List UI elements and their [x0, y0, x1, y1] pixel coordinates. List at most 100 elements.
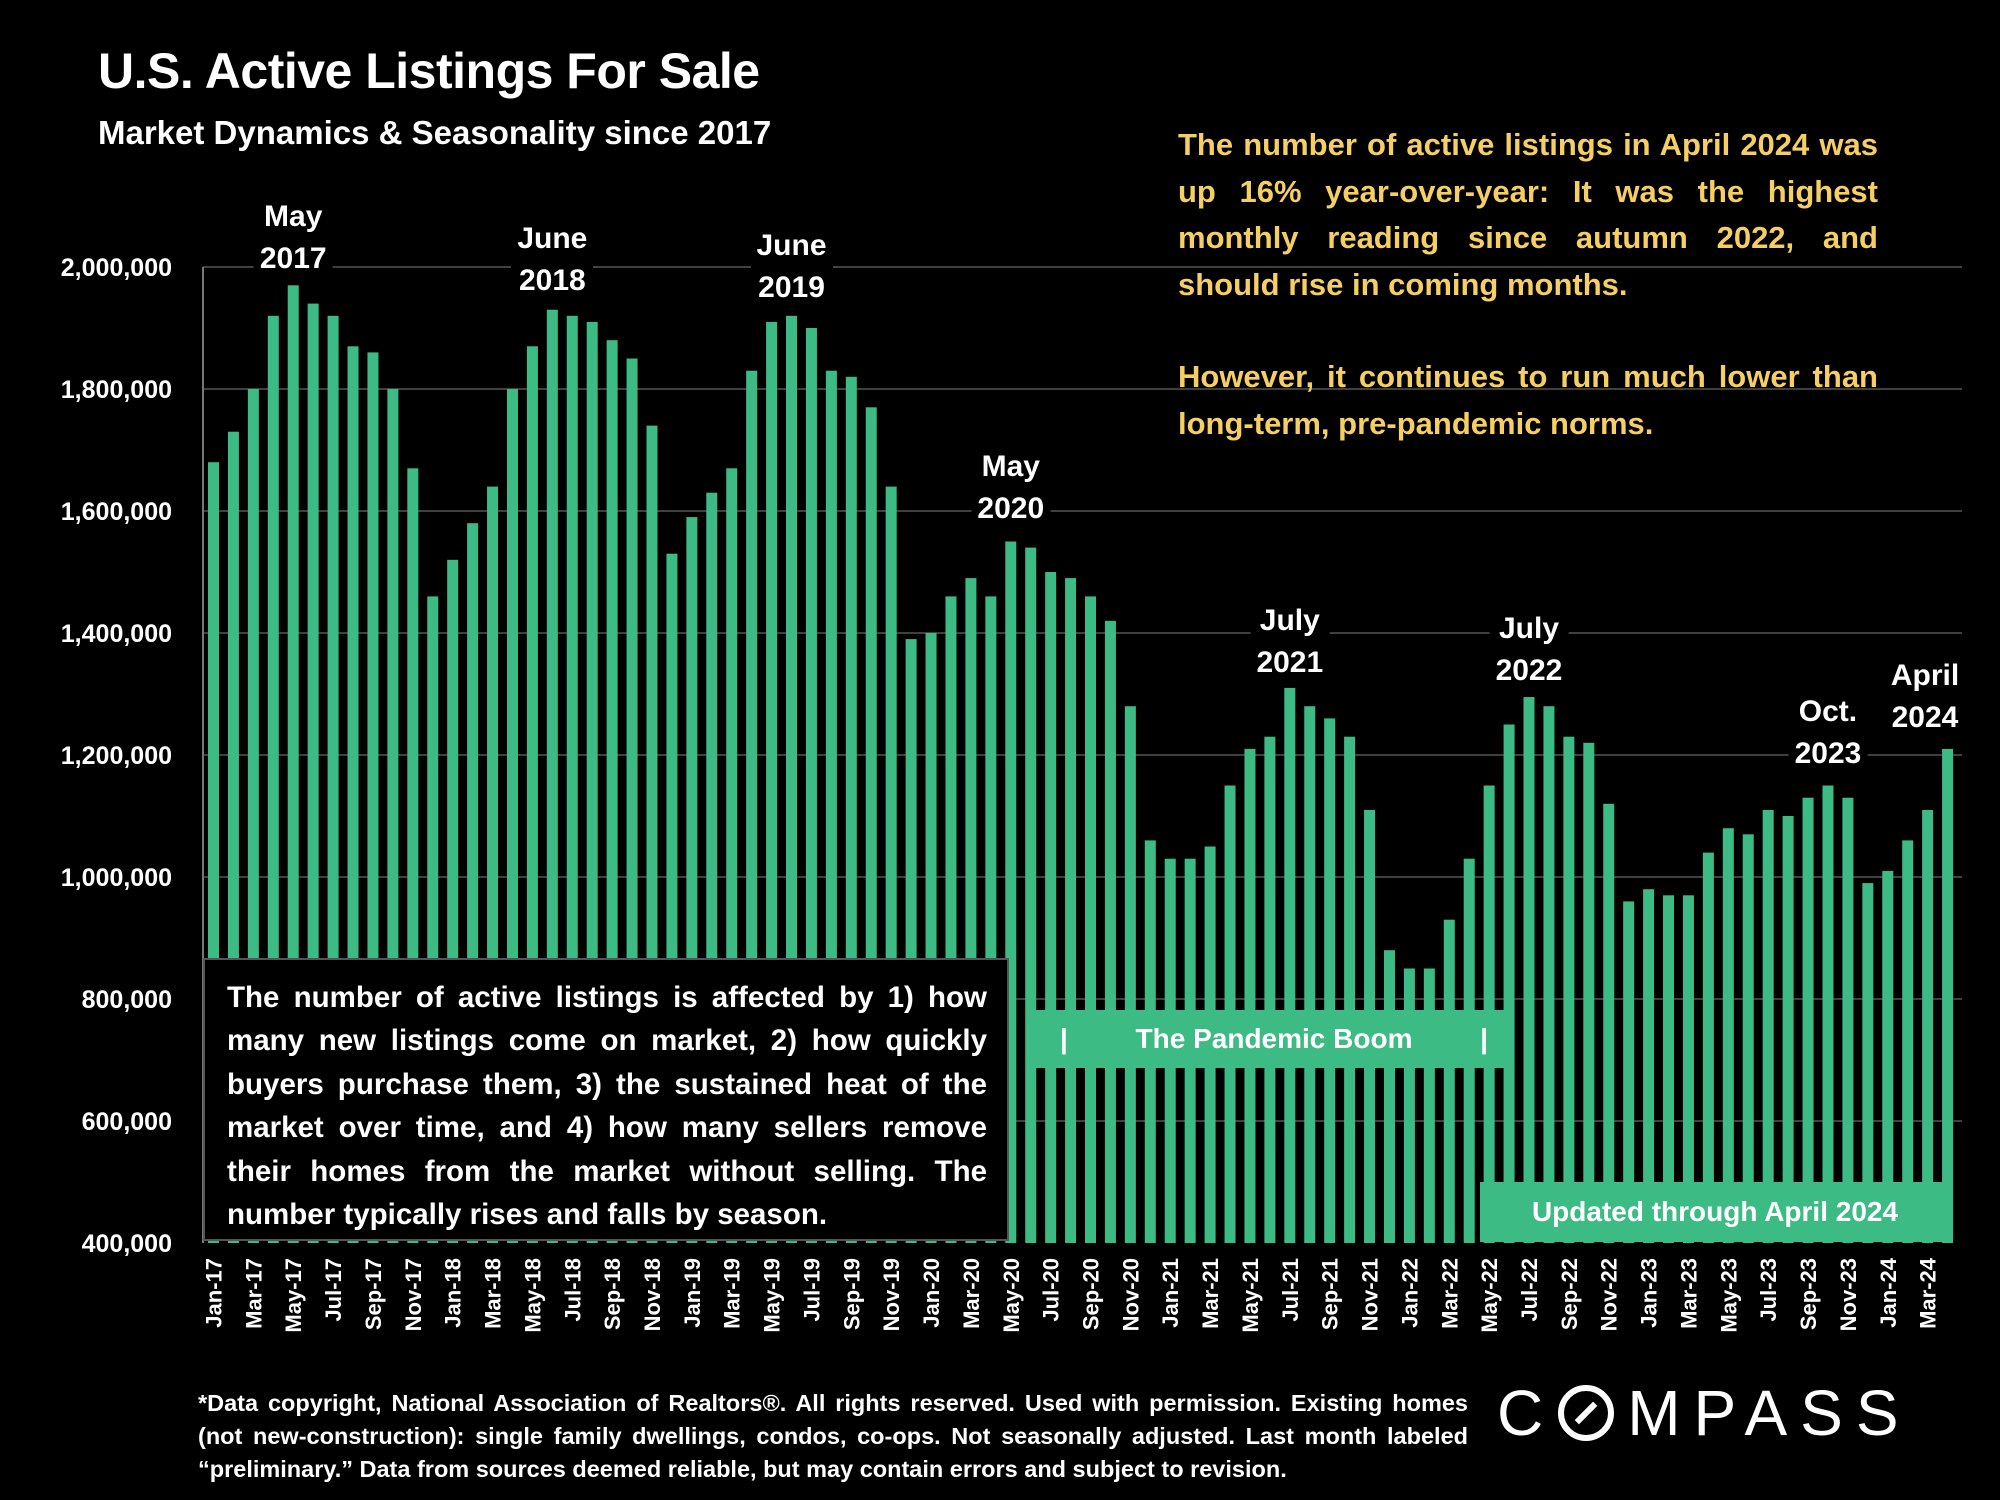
- x-tick-label: May-21: [1238, 1258, 1263, 1333]
- bar-Nov-22: [1603, 803, 1615, 1243]
- y-tick-label: 400,000: [82, 1230, 172, 1258]
- x-tick-label: Nov-21: [1358, 1258, 1383, 1331]
- y-tick-label: 1,600,000: [61, 498, 172, 526]
- bar-Feb-18: [467, 523, 479, 1243]
- y-tick-label: 1,000,000: [61, 864, 172, 892]
- x-tick-label: May-20: [999, 1258, 1024, 1333]
- x-tick-label: Nov-23: [1836, 1258, 1861, 1331]
- logo-text-start: C: [1497, 1377, 1557, 1449]
- bar-Apr-17: [267, 315, 279, 1243]
- explanation-box: The number of active listings is affecte…: [203, 958, 1009, 1241]
- bar-Nov-17: [407, 468, 419, 1243]
- bar-Jan-19: [686, 517, 698, 1243]
- bar-Oct-22: [1583, 742, 1595, 1243]
- bar-Dec-23: [1862, 883, 1874, 1243]
- annotation-May-17: May 2017: [253, 196, 333, 280]
- bar-Jun-17: [307, 303, 319, 1244]
- x-tick-label: Jan-24: [1876, 1257, 1901, 1327]
- bar-Feb-19: [706, 492, 718, 1243]
- x-tick-label: Jan-20: [919, 1258, 944, 1328]
- annotation-line: June: [517, 222, 588, 255]
- bar-Dec-21: [1383, 950, 1395, 1243]
- bar-Feb-20: [945, 596, 957, 1243]
- bar-Jun-23: [1742, 834, 1754, 1243]
- bar-Mar-23: [1682, 895, 1694, 1243]
- bar-Feb-24: [1902, 840, 1914, 1243]
- bar-Jul-20: [1045, 572, 1057, 1243]
- bar-Sep-22: [1563, 736, 1575, 1243]
- summary-note: The number of active listings in April 2…: [1178, 122, 1878, 447]
- compass-o-icon: [1558, 1385, 1615, 1441]
- x-tick-label: Nov-20: [1118, 1258, 1143, 1331]
- y-tick-label: 600,000: [82, 1108, 172, 1136]
- bar-Oct-19: [865, 407, 877, 1243]
- bar-Sep-18: [606, 340, 618, 1243]
- bar-Jan-22: [1403, 968, 1415, 1243]
- x-tick-label: Jan-23: [1637, 1258, 1662, 1328]
- summary-paragraph-2: However, it continues to run much lower …: [1178, 359, 1878, 441]
- x-tick-label: Jul-22: [1517, 1258, 1542, 1322]
- bar-Sep-17: [367, 352, 379, 1243]
- footnote: *Data copyright, National Association of…: [198, 1390, 1468, 1482]
- bar-Jun-22: [1503, 724, 1515, 1243]
- x-tick-label: Mar-21: [1198, 1258, 1223, 1329]
- annotation-line: 2018: [518, 264, 586, 297]
- annotation-line: May: [264, 200, 323, 233]
- bar-Sep-20: [1085, 596, 1096, 1243]
- bar-Jun-19: [786, 315, 798, 1243]
- x-tick-label: Jul-18: [560, 1258, 585, 1322]
- bar-Mar-22: [1443, 919, 1455, 1243]
- x-tick-label: Jul-19: [799, 1258, 824, 1322]
- annotation-line: 2024: [1891, 701, 1959, 734]
- y-tick-label: 1,400,000: [61, 620, 172, 648]
- bar-May-21: [1244, 748, 1256, 1243]
- x-tick-label: May-22: [1477, 1258, 1502, 1333]
- annotation-line: 2017: [259, 242, 327, 275]
- annotation-Jul-21: July 2021: [1250, 600, 1330, 684]
- annotation-Jun-19: June 2019: [750, 225, 833, 309]
- x-tick-label: Jul-17: [321, 1258, 346, 1322]
- bar-Oct-23: [1822, 785, 1834, 1243]
- bar-Sep-21: [1324, 718, 1336, 1243]
- x-tick-label: Jan-19: [680, 1258, 705, 1328]
- annotation-line: 2022: [1495, 654, 1563, 687]
- annotation-line: 2020: [977, 492, 1045, 525]
- x-tick-label: Nov-19: [879, 1258, 904, 1331]
- bar-Jul-23: [1762, 809, 1774, 1243]
- bar-May-23: [1722, 828, 1734, 1243]
- pandemic-boom-label: | The Pandemic Boom |: [1034, 1010, 1514, 1068]
- x-tick-label: Nov-17: [401, 1258, 426, 1331]
- bar-Jul-21: [1284, 687, 1296, 1243]
- bar-Sep-23: [1802, 797, 1814, 1243]
- x-tick-label: May-18: [520, 1258, 545, 1333]
- annotation-Jul-22: July 2022: [1489, 608, 1569, 692]
- annotation-Jun-18: June 2018: [511, 218, 594, 302]
- bar-Aug-20: [1065, 578, 1077, 1243]
- x-tick-label: Mar-22: [1437, 1258, 1462, 1329]
- bar-Oct-20: [1104, 620, 1116, 1243]
- pandemic-boom-text: The Pandemic Boom: [1135, 1023, 1413, 1054]
- x-tick-label: Mar-20: [959, 1258, 984, 1329]
- bar-Feb-23: [1663, 895, 1675, 1243]
- bar-Oct-21: [1344, 736, 1356, 1243]
- bar-Jan-18: [447, 559, 459, 1243]
- bar-Jan-17: [208, 462, 219, 1243]
- bar-Feb-17: [227, 431, 239, 1243]
- x-tick-label: Sep-19: [839, 1258, 864, 1330]
- x-tick-label: Nov-18: [640, 1258, 665, 1331]
- x-tick-label: Sep-18: [600, 1258, 625, 1330]
- x-tick-labels: Jan-17 Mar-17 May-17 Jul-17 Sep-17 Nov-17 Jan-…: [202, 1257, 1941, 1332]
- x-tick-label: Mar-17: [241, 1258, 266, 1329]
- compass-logo: C MPASS: [1497, 1377, 1912, 1449]
- y-tick-label: 800,000: [82, 986, 172, 1014]
- bar-Aug-19: [825, 370, 837, 1243]
- y-tick-labels: 400,000 600,000 800,000 1,000,000 1,200,000 1…: [61, 254, 172, 1258]
- x-tick-label: Mar-18: [481, 1258, 506, 1329]
- x-tick-label: Jan-22: [1397, 1258, 1422, 1328]
- bar-Aug-23: [1782, 816, 1794, 1243]
- bar-Nov-18: [646, 425, 658, 1244]
- x-tick-label: Jul-20: [1039, 1258, 1064, 1322]
- bar-Dec-18: [666, 553, 678, 1243]
- annotation-line: July: [1498, 612, 1560, 645]
- bar-Dec-19: [905, 639, 917, 1243]
